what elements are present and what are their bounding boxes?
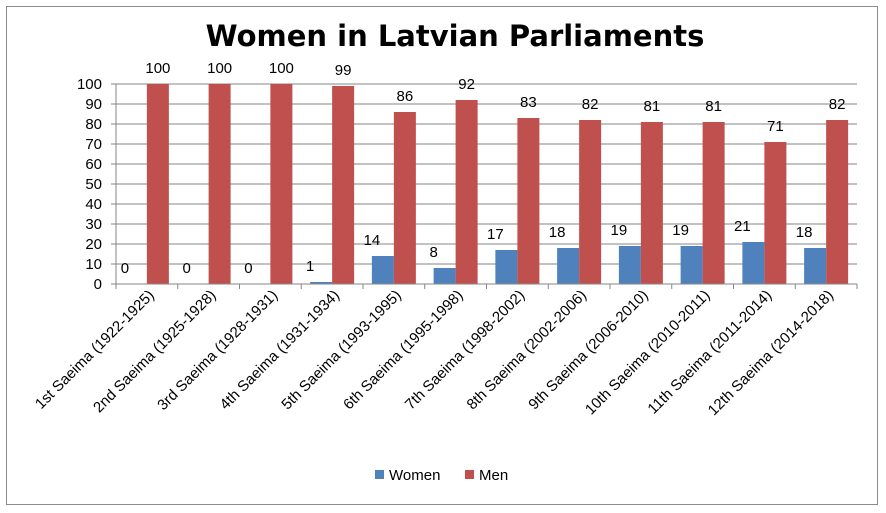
bar-men <box>332 86 355 284</box>
y-tick-label: 50 <box>85 176 102 193</box>
x-tick-label: 12th Saeima (2014-2018) <box>705 287 837 419</box>
x-tick-label: 10th Saeima (2010-2011) <box>582 287 714 419</box>
bar-women <box>433 268 456 284</box>
legend-swatch-women <box>375 470 384 479</box>
x-tick-label: 1st Saeima (1922-1925) <box>32 287 158 413</box>
data-label-men: 100 <box>207 60 232 77</box>
x-tick-label: 8th Saeima (2002-2006) <box>464 287 590 413</box>
y-tick-label: 20 <box>85 236 102 253</box>
data-label-women: 1 <box>306 258 314 275</box>
x-tick-label: 6th Saeima (1995-1998) <box>340 287 466 413</box>
bar-men <box>702 122 725 284</box>
data-label-women: 14 <box>364 232 381 249</box>
data-label-women: 8 <box>429 244 437 261</box>
data-label-men: 81 <box>644 98 661 115</box>
data-label-men: 83 <box>520 94 537 111</box>
data-label-women: 19 <box>611 222 628 239</box>
data-label-men: 81 <box>705 98 722 115</box>
x-tick-label: 3rd Saeima (1928-1931) <box>154 287 281 414</box>
chart-title: Women in Latvian Parliaments <box>206 19 705 53</box>
y-tick-label: 40 <box>85 196 102 213</box>
legend-label-women: Women <box>389 467 440 484</box>
x-tick-label: 2nd Saeima (1925-1928) <box>90 287 219 416</box>
bars <box>146 84 849 284</box>
bar-men <box>826 120 849 284</box>
bar-men <box>146 84 169 284</box>
x-axis: 1st Saeima (1922-1925)2nd Saeima (1925-1… <box>32 283 858 419</box>
data-label-men: 82 <box>582 96 599 113</box>
bar-women <box>742 242 765 284</box>
x-tick-label: 7th Saeima (1998-2002) <box>402 287 528 413</box>
bar-men <box>764 142 787 284</box>
x-tick-label: 11th Saeima (2011-2014) <box>644 287 775 418</box>
y-tick-label: 30 <box>85 216 102 233</box>
data-label-women: 0 <box>244 260 252 277</box>
legend: Women Men <box>375 467 508 484</box>
bar-women <box>557 248 580 284</box>
bar-men <box>579 120 602 284</box>
bar-men <box>270 84 293 284</box>
bar-men <box>208 84 231 284</box>
legend-swatch-men <box>465 470 474 479</box>
x-tick-label: 5th Saeima (1993-1995) <box>278 287 404 413</box>
bar-men <box>455 100 478 284</box>
data-label-women: 21 <box>734 218 751 235</box>
y-tick-label: 60 <box>85 156 102 173</box>
data-label-men: 92 <box>458 76 475 93</box>
bar-men <box>393 112 416 284</box>
bar-women <box>310 282 333 284</box>
bar-women <box>618 246 641 284</box>
bar-women <box>371 256 394 284</box>
bar-men <box>640 122 663 284</box>
data-label-men: 86 <box>397 88 414 105</box>
y-tick-label: 100 <box>77 76 102 93</box>
data-label-women: 19 <box>672 222 689 239</box>
x-tick-label: 4th Saeima (1931-1934) <box>217 287 343 413</box>
data-label-women: 18 <box>549 224 566 241</box>
y-axis: 0 10 20 30 40 50 60 70 80 90 100 <box>77 76 117 293</box>
bar-women <box>680 246 703 284</box>
data-label-women: 18 <box>796 224 813 241</box>
y-tick-label: 90 <box>85 96 102 113</box>
data-label-men: 82 <box>829 96 846 113</box>
y-tick-label: 70 <box>85 136 102 153</box>
x-tick-label: 9th Saeima (2006-2010) <box>525 287 651 413</box>
data-label-men: 99 <box>335 62 352 79</box>
bar-women <box>495 250 518 284</box>
data-label-women: 0 <box>121 260 129 277</box>
y-tick-label: 0 <box>94 276 102 293</box>
data-label-men: 100 <box>145 60 170 77</box>
bar-men <box>517 118 540 284</box>
bar-women <box>804 248 827 284</box>
data-label-women: 0 <box>182 260 190 277</box>
y-tick-label: 10 <box>85 256 102 273</box>
data-label-women: 17 <box>487 226 504 243</box>
y-tick-label: 80 <box>85 116 102 133</box>
data-label-men: 71 <box>767 118 784 135</box>
legend-label-men: Men <box>479 467 508 484</box>
data-label-men: 100 <box>269 60 294 77</box>
